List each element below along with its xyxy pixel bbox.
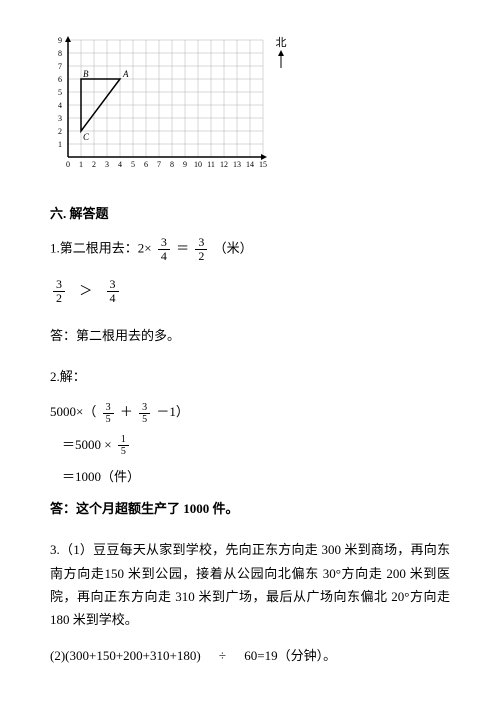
num: 1 bbox=[118, 434, 129, 446]
gt-sign: ＞ bbox=[79, 283, 92, 298]
problem-1-answer: 答：第二根用去的多。 bbox=[50, 324, 450, 347]
svg-text:8: 8 bbox=[58, 49, 62, 58]
svg-text:3: 3 bbox=[105, 160, 109, 169]
svg-text:6: 6 bbox=[144, 160, 148, 169]
den: 5 bbox=[118, 446, 129, 457]
grid-svg: 0123456789101112131415123456789ABC北 bbox=[50, 30, 290, 175]
num: 3 bbox=[107, 278, 119, 292]
section-heading: 六. 解答题 bbox=[50, 202, 450, 225]
problem-3: 3.（1）豆豆每天从家到学校，先向正东方向走 300 米到商场，再向东南方向走1… bbox=[50, 538, 450, 667]
frac-3-5a: 3 5 bbox=[103, 402, 114, 425]
frac-1-5: 1 5 bbox=[118, 434, 129, 457]
problem-2-label: 2.解： bbox=[50, 365, 450, 388]
problem-3-part1: 3.（1）豆豆每天从家到学校，先向正东方向走 300 米到商场，再向东南方向走1… bbox=[50, 538, 450, 632]
p2-l1-prefix: 5000×（ bbox=[50, 404, 96, 419]
num: 3 bbox=[195, 236, 207, 250]
den: 5 bbox=[139, 414, 150, 425]
svg-text:0: 0 bbox=[66, 160, 70, 169]
svg-text:2: 2 bbox=[92, 160, 96, 169]
svg-text:9: 9 bbox=[58, 36, 62, 45]
den: 4 bbox=[158, 250, 170, 263]
svg-text:7: 7 bbox=[58, 62, 62, 71]
svg-text:2: 2 bbox=[58, 127, 62, 136]
svg-text:11: 11 bbox=[207, 160, 215, 169]
den: 2 bbox=[195, 250, 207, 263]
den: 4 bbox=[107, 292, 119, 305]
svg-text:C: C bbox=[83, 132, 90, 142]
div-sign: ÷ bbox=[219, 648, 226, 663]
num: 3 bbox=[103, 402, 114, 414]
svg-text:12: 12 bbox=[220, 160, 228, 169]
coordinate-grid: 0123456789101112131415123456789ABC北 bbox=[50, 30, 450, 182]
svg-text:4: 4 bbox=[118, 160, 122, 169]
svg-text:9: 9 bbox=[183, 160, 187, 169]
minus-1: －1） bbox=[156, 404, 189, 419]
p3-suffix: 60=19（分钟）。 bbox=[244, 648, 336, 663]
num: 3 bbox=[139, 402, 150, 414]
problem-3-part2: (2)(300+150+200+310+180) ÷ 60=19（分钟）。 bbox=[50, 644, 450, 667]
svg-text:北: 北 bbox=[276, 36, 287, 49]
equals: ＝ bbox=[176, 240, 189, 255]
problem-2: 2.解： 5000×（ 3 5 ＋ 3 5 －1） ＝5000 × 1 5 ＝1… bbox=[50, 365, 450, 520]
fraction-3-4: 3 4 bbox=[158, 236, 170, 263]
svg-text:3: 3 bbox=[58, 114, 62, 123]
p1-prefix: 1.第二根用去：2× bbox=[50, 240, 152, 255]
plus: ＋ bbox=[120, 404, 133, 419]
comparison: 3 2 ＞ 3 4 bbox=[50, 278, 450, 305]
num: 3 bbox=[158, 236, 170, 250]
svg-text:5: 5 bbox=[58, 88, 62, 97]
svg-text:10: 10 bbox=[194, 160, 202, 169]
problem-2-answer: 答：这个月超额生产了 1000 件。 bbox=[50, 497, 450, 520]
comp-frac-1: 3 2 bbox=[53, 278, 65, 305]
svg-text:4: 4 bbox=[58, 101, 62, 110]
svg-text:1: 1 bbox=[79, 160, 83, 169]
p2-line3: ＝1000（件） bbox=[62, 465, 450, 488]
p2-line2: ＝5000 × 1 5 bbox=[62, 433, 450, 458]
unit: （米） bbox=[214, 240, 253, 255]
frac-3-5b: 3 5 bbox=[139, 402, 150, 425]
p2-l2-prefix: ＝5000 × bbox=[62, 437, 112, 452]
p3-prefix: (2)(300+150+200+310+180) bbox=[50, 648, 201, 663]
svg-text:13: 13 bbox=[233, 160, 241, 169]
den: 2 bbox=[53, 292, 65, 305]
svg-text:7: 7 bbox=[157, 160, 161, 169]
svg-text:8: 8 bbox=[170, 160, 174, 169]
problem-1-line1: 1.第二根用去：2× 3 4 ＝ 3 2 （米） bbox=[50, 236, 450, 263]
svg-text:5: 5 bbox=[131, 160, 135, 169]
svg-text:14: 14 bbox=[246, 160, 254, 169]
p2-line1: 5000×（ 3 5 ＋ 3 5 －1） bbox=[50, 400, 450, 425]
num: 3 bbox=[53, 278, 65, 292]
svg-text:15: 15 bbox=[259, 160, 267, 169]
comp-frac-2: 3 4 bbox=[107, 278, 119, 305]
svg-text:1: 1 bbox=[58, 140, 62, 149]
problem-1: 1.第二根用去：2× 3 4 ＝ 3 2 （米） 3 2 ＞ 3 4 答：第二根… bbox=[50, 236, 450, 347]
den: 5 bbox=[103, 414, 114, 425]
svg-text:A: A bbox=[122, 69, 129, 79]
fraction-3-2: 3 2 bbox=[195, 236, 207, 263]
svg-text:6: 6 bbox=[58, 75, 62, 84]
svg-text:B: B bbox=[83, 69, 89, 79]
